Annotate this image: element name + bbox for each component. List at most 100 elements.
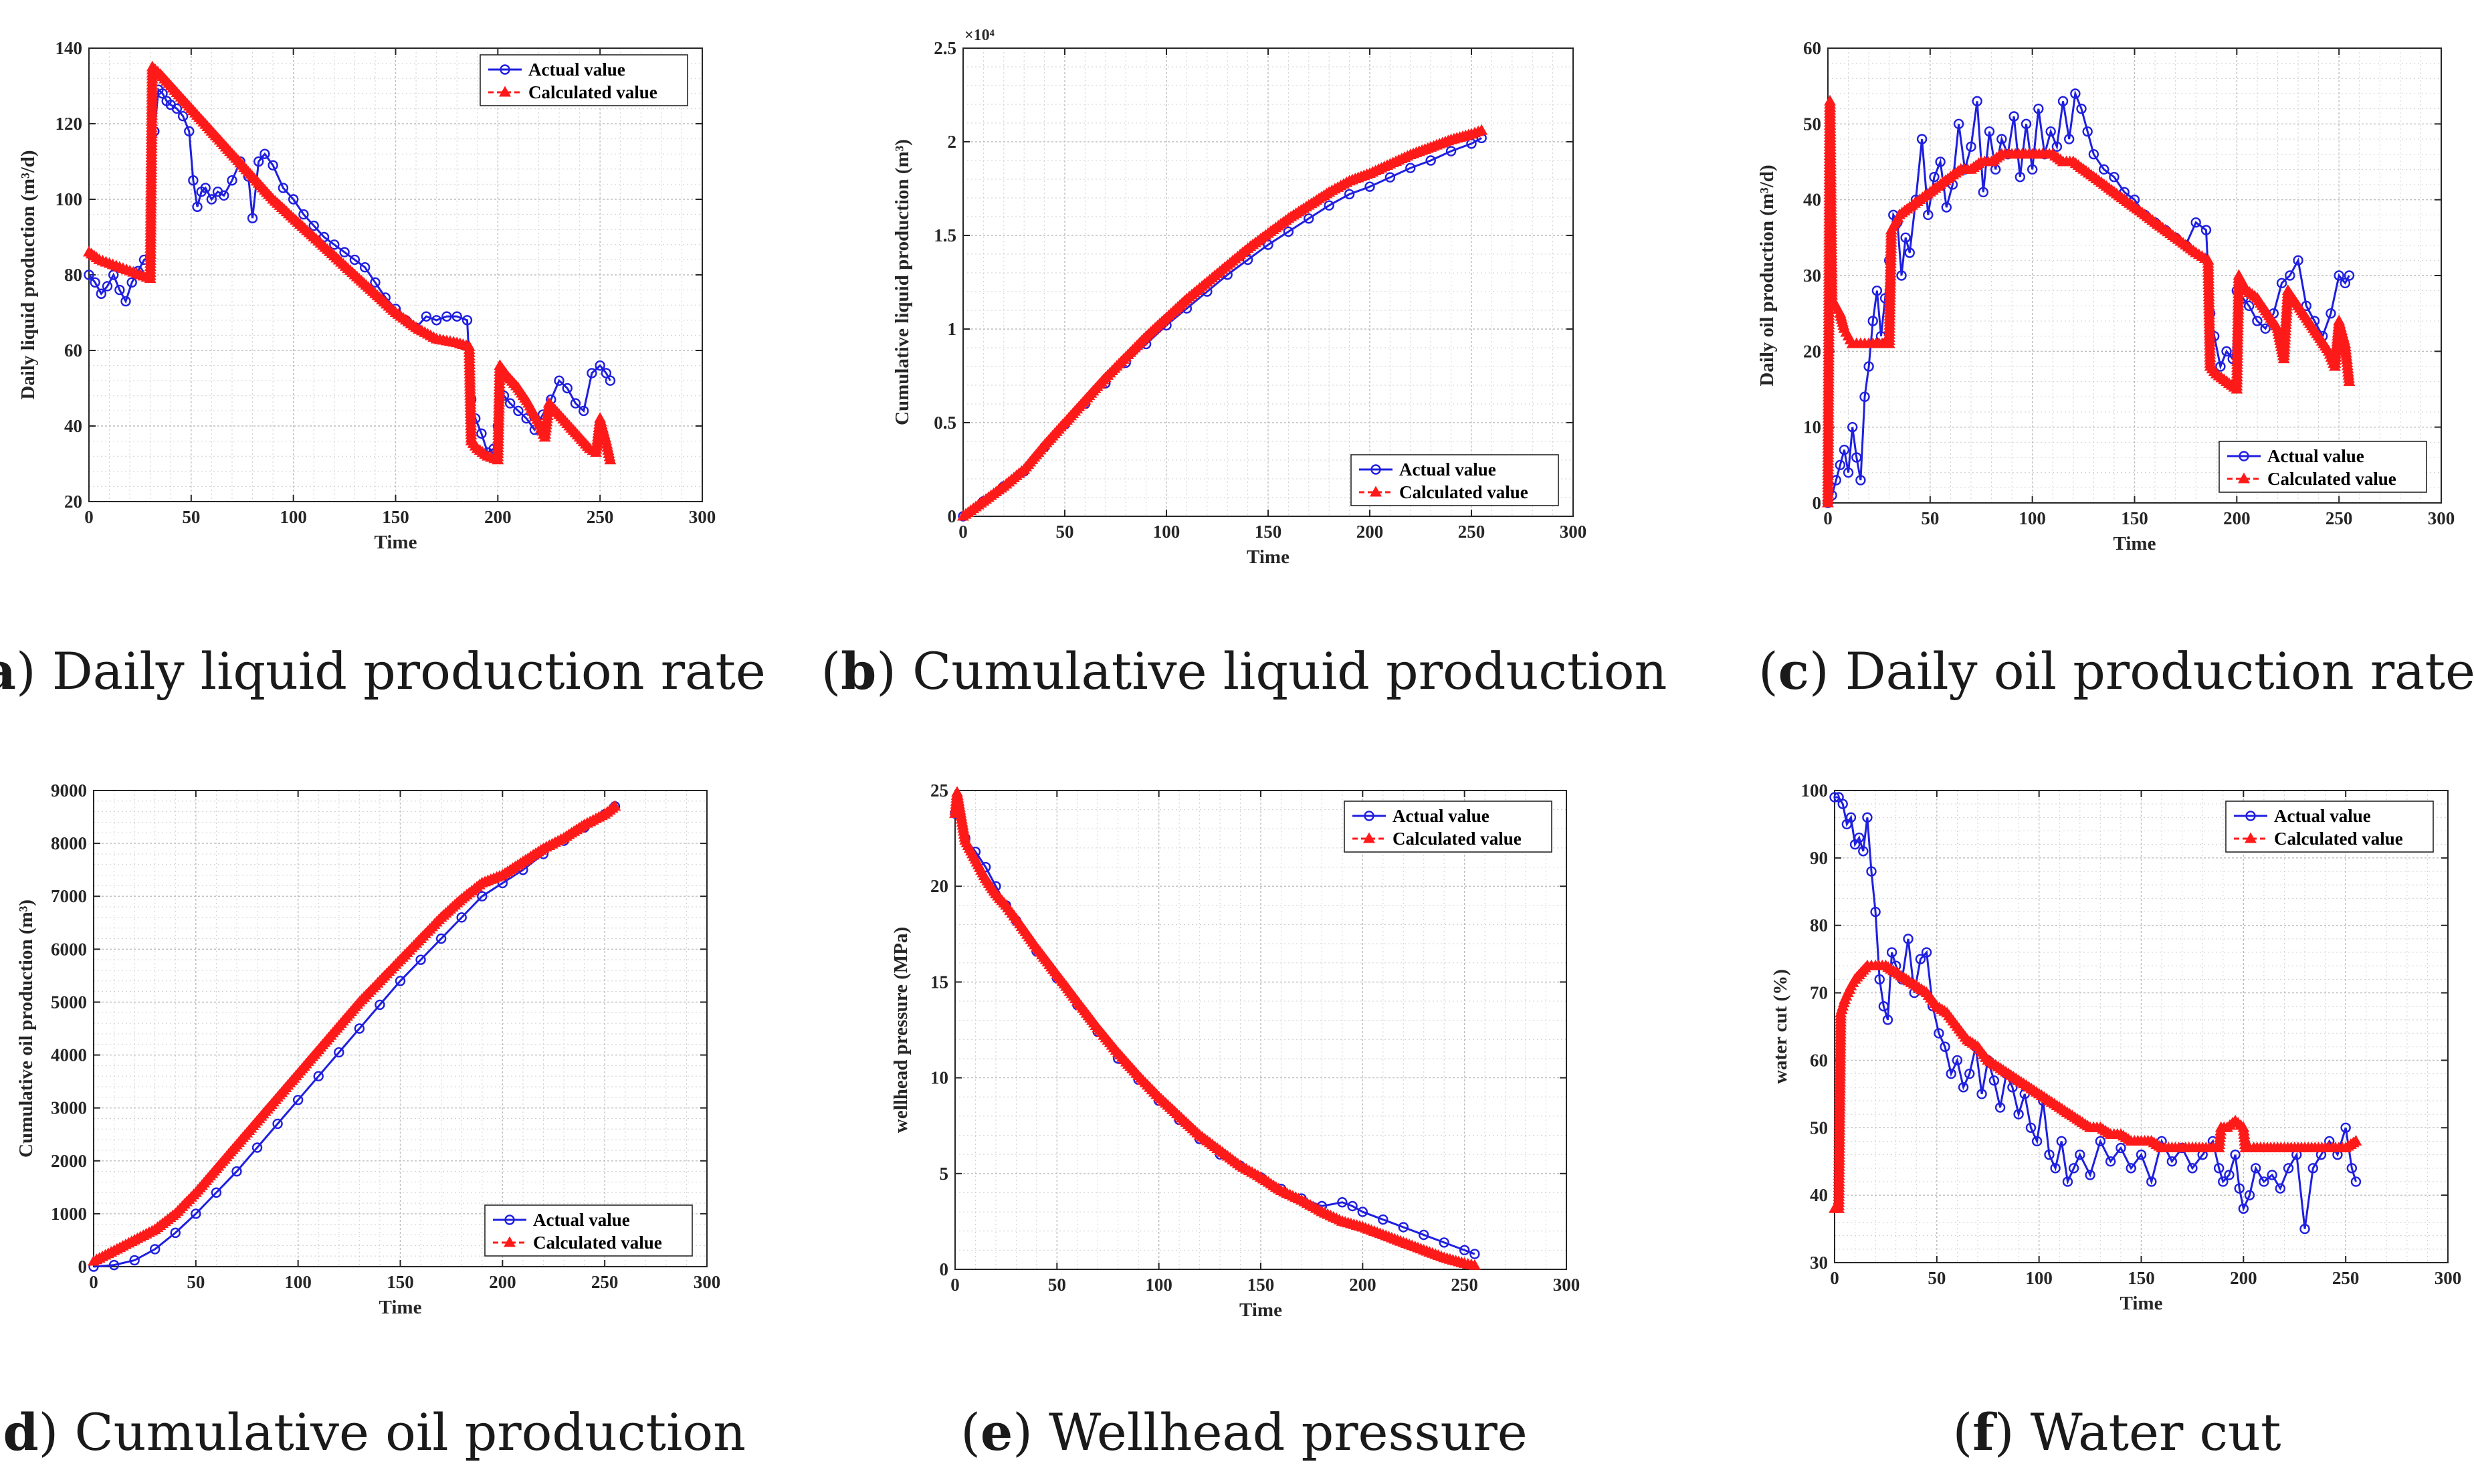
chart-d-point-actual	[211, 1187, 222, 1198]
chart-a-point-actual	[120, 296, 131, 307]
chart-f-point-actual	[1886, 947, 1897, 958]
chart-a-point-actual	[200, 183, 211, 193]
chart-a-point-actual	[96, 288, 107, 299]
chart-b-xlabel: Time	[1247, 546, 1290, 568]
chart-f-xtick-label: 150	[2128, 1268, 2155, 1288]
chart-c-point-actual	[2051, 141, 2063, 152]
chart-f-xtick-label: 300	[2435, 1268, 2462, 1288]
chart-c-point-actual	[1941, 202, 1952, 213]
chart-f-ytick-label: 40	[1810, 1185, 1828, 1205]
chart-e-legend-box	[1344, 801, 1552, 853]
chart-b-point-actual	[1445, 146, 1457, 156]
chart-f-xtick-label: 100	[2025, 1268, 2053, 1288]
chart-f-point-actual	[2166, 1156, 2178, 1167]
chart-a-point-actual	[554, 375, 564, 386]
chart-f-xtick-label: 50	[1928, 1268, 1946, 1288]
chart-a: 0 50 100 150 200 250 300 20 40 60 80 100 120 140 Time D…	[17, 38, 716, 553]
chart-e-point-actual	[1459, 1245, 1470, 1256]
caption-f-text: Water cut	[2014, 1402, 2281, 1462]
chart-c-point-actual	[2063, 134, 2075, 144]
chart-f-point-actual	[2075, 1149, 2085, 1160]
chart-a-point-actual	[126, 277, 137, 288]
chart-f-plot	[1829, 792, 2362, 1235]
chart-a-ytick-label: 80	[64, 265, 82, 285]
chart-a-legend-marker-calculated	[499, 86, 511, 97]
caption-c-letter: c	[1778, 641, 1809, 701]
chart-a-point-actual	[184, 126, 195, 137]
chart-f-xtick-label: 250	[2332, 1268, 2360, 1288]
chart-f-point-actual	[1862, 812, 1873, 823]
chart-c-point-actual	[2109, 171, 2120, 183]
chart-a-xtick-label: 250	[587, 507, 614, 527]
chart-c-point-actual	[2027, 164, 2038, 175]
chart-c-point-actual	[2033, 103, 2044, 114]
chart-c-xtick-label: 250	[2326, 508, 2353, 528]
chart-f-point-actual	[1964, 1068, 1975, 1079]
chart-d-legend-marker-calculated	[504, 1236, 516, 1247]
chart-a-point-actual	[370, 277, 381, 288]
chart-a-point-actual	[431, 315, 442, 326]
chart-f-point-actual	[2025, 1122, 2037, 1133]
chart-b-legend-label-actual: Actual value	[1399, 459, 1496, 480]
chart-c-point-actual	[1855, 475, 1866, 486]
chart-c-ytick-label: 50	[1803, 114, 1821, 134]
chart-d-legend-box	[484, 1204, 693, 1257]
chart-a-point-actual	[339, 247, 350, 257]
chart-d-point-calculated	[609, 800, 621, 811]
chart-f-ytick-label: 60	[1810, 1050, 1828, 1070]
chart-e-ytick-label: 5	[940, 1164, 949, 1184]
chart-c-legend-label-actual: Actual value	[2267, 446, 2364, 466]
chart-a-xtick-label: 100	[280, 507, 307, 527]
chart-f-point-actual	[1946, 1068, 1956, 1079]
chart-a-point-actual	[108, 270, 119, 280]
caption-b-text: Cumulative liquid production	[896, 641, 1667, 701]
chart-f-ytick-label: 100	[1801, 780, 1829, 801]
chart-e-xtick-label: 200	[1349, 1275, 1376, 1295]
chart-c-point-actual	[1953, 118, 1964, 130]
chart-a-point-actual	[579, 405, 589, 417]
chart-c-ytick-label: 30	[1803, 266, 1821, 286]
chart-f-point-actual	[2136, 1149, 2147, 1160]
chart-a-xtick-label: 150	[382, 507, 409, 527]
chart-d-xtick-label: 50	[187, 1272, 205, 1292]
caption-a-text: Daily liquid production rate	[36, 641, 766, 701]
chart-b-legend-marker-calculated	[1370, 486, 1382, 497]
chart-d: 0 50 100 150 200 250 3000100020003000400050006…	[15, 780, 720, 1318]
chart-f-point-actual	[2187, 1163, 2198, 1174]
caption-c: (c) Daily oil production rate	[1758, 641, 2474, 701]
chart-f-ytick-label: 70	[1810, 983, 1828, 1003]
caption-b-letter: b	[841, 641, 876, 701]
chart-b-point-actual	[1405, 163, 1416, 173]
chart-c-point-actual	[1972, 96, 1982, 107]
chart-a-ytick-label: 20	[64, 492, 82, 512]
chart-c-point-actual	[1851, 452, 1862, 463]
chart-f-legend-marker-calculated	[2245, 832, 2257, 843]
chart-c-point-actual	[1904, 247, 1915, 258]
chart-b-series-calculated	[957, 124, 1488, 521]
chart-c-point-actual	[2082, 126, 2093, 137]
chart-c-ytick-label: 40	[1803, 190, 1821, 210]
chart-b-xtick-label: 150	[1255, 522, 1282, 542]
chart-a-ytick-label: 40	[64, 416, 82, 436]
chart-e-series-calculated	[949, 786, 1481, 1270]
chart-b-xtick-label: 100	[1153, 522, 1180, 542]
chart-a-plot	[83, 60, 617, 465]
caption-d-text: Cumulative oil production	[58, 1402, 746, 1462]
caption-a-letter: a	[0, 641, 16, 701]
chart-a-legend-marker-actual	[500, 64, 510, 75]
chart-f-ytick-label: 50	[1810, 1118, 1828, 1138]
chart-f-point-actual	[1940, 1041, 1950, 1052]
chart-a-point-actual	[570, 398, 581, 409]
chart-a-point-calculated	[604, 453, 617, 465]
chart-d-point-actual	[415, 954, 426, 965]
chart-e-point-actual	[1378, 1214, 1388, 1225]
chart-f-point-actual	[1858, 846, 1869, 857]
chart-a-point-actual	[260, 148, 270, 159]
chart-f-legend-box	[2225, 801, 2434, 853]
chart-e-point-actual	[1347, 1200, 1358, 1212]
chart-d-ytick-label: 8000	[51, 833, 87, 853]
chart-a-point-actual	[504, 398, 516, 409]
chart-c-point-actual	[1929, 171, 1940, 183]
chart-c-xtick-label: 300	[2428, 508, 2455, 528]
